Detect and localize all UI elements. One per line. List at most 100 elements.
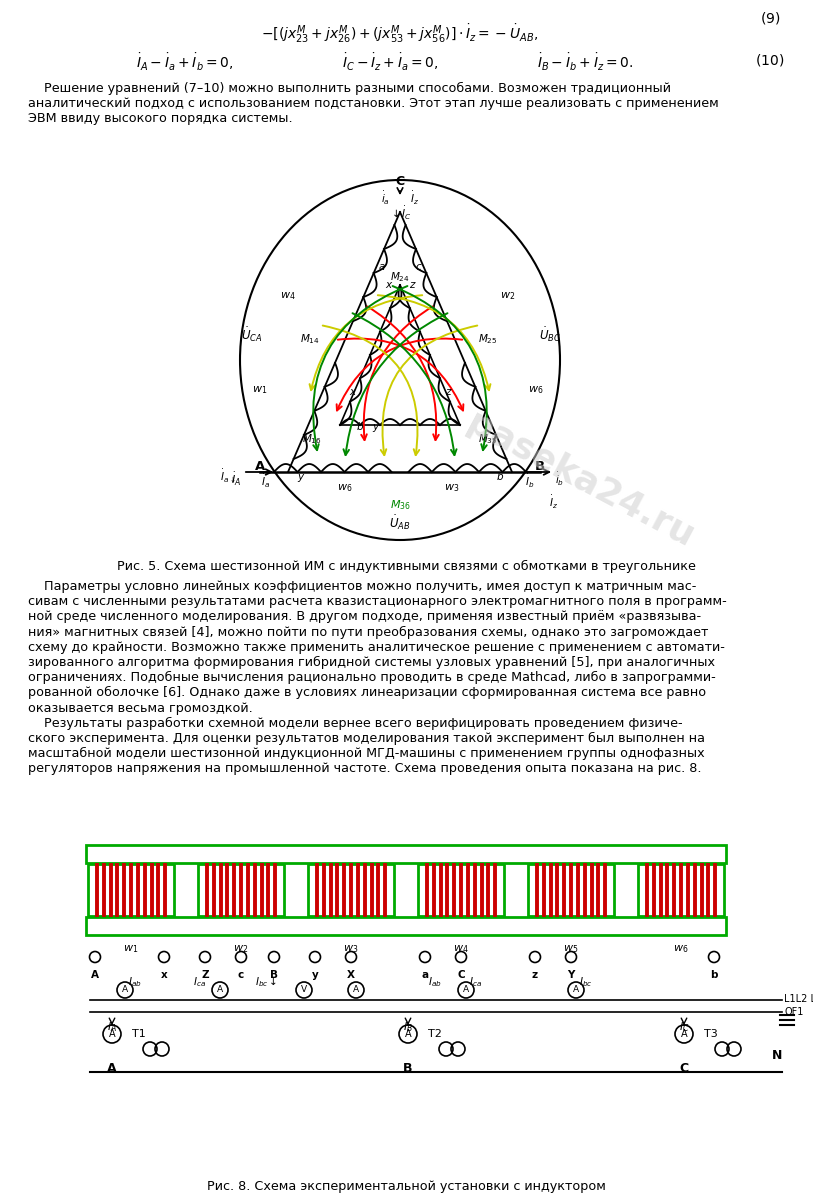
Text: N: N xyxy=(772,1049,782,1062)
Text: C: C xyxy=(395,175,405,188)
Text: A: A xyxy=(680,1028,687,1039)
Text: C: C xyxy=(680,1062,689,1075)
Text: Результаты разработки схемной модели вернее всего верифицировать проведением физ: Результаты разработки схемной модели вер… xyxy=(28,716,683,730)
Text: $I_{ca}$: $I_{ca}$ xyxy=(193,974,207,989)
Text: C: C xyxy=(457,970,465,980)
Text: $\dot{I}_{a\downarrow}$: $\dot{I}_{a\downarrow}$ xyxy=(220,468,236,484)
Text: аналитический подход с использованием подстановки. Этот этап лучше реализовать с: аналитический подход с использованием по… xyxy=(28,97,719,110)
Text: $I_{ab}$: $I_{ab}$ xyxy=(128,974,142,989)
Text: $\dot{I}_B-\dot{I}_b+\dot{I}_z=0.$: $\dot{I}_B-\dot{I}_b+\dot{I}_z=0.$ xyxy=(537,52,633,73)
Text: c: c xyxy=(238,970,244,980)
Text: A: A xyxy=(217,985,223,995)
Bar xyxy=(638,864,724,916)
Text: $(9)$: $(9)$ xyxy=(760,10,780,26)
Text: A: A xyxy=(91,970,99,980)
Text: $M_{35}$: $M_{35}$ xyxy=(478,432,498,445)
Text: $I_{bc}\downarrow$: $I_{bc}\downarrow$ xyxy=(254,974,277,989)
Text: A: A xyxy=(122,985,128,995)
Text: T1: T1 xyxy=(132,1028,146,1039)
Text: $\dot{I}_C-\dot{I}_z+\dot{I}_a=0,$: $\dot{I}_C-\dot{I}_z+\dot{I}_a=0,$ xyxy=(341,52,438,73)
Text: $w_6$: $w_6$ xyxy=(528,384,544,396)
Text: L1L2 L3: L1L2 L3 xyxy=(784,994,813,1004)
Text: x: x xyxy=(349,386,355,397)
Text: z: z xyxy=(409,280,415,290)
Text: Y: Y xyxy=(567,970,575,980)
Text: a: a xyxy=(421,970,428,980)
Text: $I_{ab}$: $I_{ab}$ xyxy=(428,974,442,989)
Text: $M_{16}$: $M_{16}$ xyxy=(302,432,322,445)
Bar xyxy=(308,864,394,916)
Text: $\dot{i}_a$: $\dot{i}_a$ xyxy=(381,190,390,206)
Text: B: B xyxy=(535,460,545,473)
Text: A: A xyxy=(573,985,579,995)
Text: регуляторов напряжения на промышленной частоте. Схема проведения опыта показана : регуляторов напряжения на промышленной ч… xyxy=(28,762,702,775)
Text: $\dot{i}_b$: $\dot{i}_b$ xyxy=(555,470,564,487)
Text: ограничениях. Подобные вычисления рационально проводить в среде Mathcad, либо в : ограничениях. Подобные вычисления рацион… xyxy=(28,671,715,684)
Text: z: z xyxy=(532,970,538,980)
Text: $\dot{I}_A$: $\dot{I}_A$ xyxy=(231,470,241,487)
Text: $I_{bc}$: $I_{bc}$ xyxy=(579,974,593,989)
Text: B: B xyxy=(403,1062,413,1075)
Text: $w_5$: $w_5$ xyxy=(563,943,579,955)
Text: z: z xyxy=(446,386,450,397)
Text: Параметры условно линейных коэффициентов можно получить, имея доступ к матричным: Параметры условно линейных коэффициентов… xyxy=(28,580,697,593)
Text: A: A xyxy=(405,1028,411,1039)
Text: Z: Z xyxy=(201,970,209,980)
Text: схему до крайности. Возможно также применить аналитическое решение с применением: схему до крайности. Возможно также приме… xyxy=(28,641,725,654)
Text: $\dot{I}_a$: $\dot{I}_a$ xyxy=(262,473,271,490)
Text: $I_{ca}$: $I_{ca}$ xyxy=(469,974,482,989)
Text: $(10)$: $(10)$ xyxy=(755,52,785,68)
Text: A: A xyxy=(463,985,469,995)
Text: paseka24.ru: paseka24.ru xyxy=(461,406,699,554)
Text: X: X xyxy=(347,970,355,980)
Text: $\dot{U}_{AB}$: $\dot{U}_{AB}$ xyxy=(389,514,411,532)
Text: $M_{25}$: $M_{25}$ xyxy=(478,332,498,346)
Text: B: B xyxy=(270,970,278,980)
Text: $M_{24}$: $M_{24}$ xyxy=(390,270,410,283)
Text: масштабной модели шестизонной индукционной МГД-машины с применением группы одноф: масштабной модели шестизонной индукционн… xyxy=(28,748,705,761)
Text: T3: T3 xyxy=(704,1028,718,1039)
Text: $w_2$: $w_2$ xyxy=(233,943,249,955)
Text: $I_{C}$: $I_{C}$ xyxy=(679,1020,689,1033)
Text: b: b xyxy=(711,970,718,980)
Text: $\dot{I}_z$: $\dot{I}_z$ xyxy=(410,190,420,206)
Text: A: A xyxy=(353,985,359,995)
Text: $w_6$: $w_6$ xyxy=(337,482,353,494)
Text: $\dot{I}_A-\dot{I}_a+\dot{I}_b=0,$: $\dot{I}_A-\dot{I}_a+\dot{I}_b=0,$ xyxy=(137,52,234,73)
Text: сивам с численными результатами расчета квазистационарного электромагнитного пол: сивам с численными результатами расчета … xyxy=(28,595,727,608)
Text: $\dot{I}_b$: $\dot{I}_b$ xyxy=(525,473,535,490)
Bar xyxy=(86,917,726,935)
Text: x: x xyxy=(161,970,167,980)
Text: $I_{B}$: $I_{B}$ xyxy=(403,1020,413,1033)
Text: $w_1$: $w_1$ xyxy=(124,943,139,955)
Text: зированного алгоритма формирования гибридной системы узловых уравнений [5], при : зированного алгоритма формирования гибри… xyxy=(28,656,715,670)
Text: $w_4$: $w_4$ xyxy=(453,943,469,955)
Text: Рис. 5. Схема шестизонной ИМ с индуктивными связями с обмотками в треугольнике: Рис. 5. Схема шестизонной ИМ с индуктивн… xyxy=(116,560,695,574)
Bar xyxy=(86,845,726,863)
Text: $w_6$: $w_6$ xyxy=(673,943,689,955)
Text: $M_{36}$: $M_{36}$ xyxy=(389,498,411,511)
Text: ЭВМ ввиду высокого порядка системы.: ЭВМ ввиду высокого порядка системы. xyxy=(28,112,293,125)
Text: b: b xyxy=(497,472,503,482)
Text: ния» магнитных связей [4], можно пойти по пути преобразования схемы, однако это : ния» магнитных связей [4], можно пойти п… xyxy=(28,625,708,638)
Text: $I_{A}$: $I_{A}$ xyxy=(107,1020,117,1033)
Text: A: A xyxy=(107,1062,117,1075)
Text: $w_4$: $w_4$ xyxy=(280,290,296,301)
Text: Рис. 8. Схема экспериментальной установки с индуктором: Рис. 8. Схема экспериментальной установк… xyxy=(207,1180,606,1193)
Text: ной среде численного моделирования. В другом подходе, применяя известный приём «: ной среде численного моделирования. В др… xyxy=(28,611,701,624)
Text: ского эксперимента. Для оценки результатов моделирования такой эксперимент был в: ского эксперимента. Для оценки результат… xyxy=(28,732,705,745)
Text: $M_{14}$: $M_{14}$ xyxy=(300,332,320,346)
Text: $\dot{U}_{CA}$: $\dot{U}_{CA}$ xyxy=(241,325,263,344)
Text: $w_1$: $w_1$ xyxy=(252,384,267,396)
Text: $w_2$: $w_2$ xyxy=(500,290,515,301)
Text: V: V xyxy=(301,985,307,995)
Text: Решение уравнений (7–10) можно выполнить разными способами. Возможен традиционны: Решение уравнений (7–10) можно выполнить… xyxy=(28,82,671,95)
Text: y: y xyxy=(297,472,303,482)
Text: x: x xyxy=(385,280,391,290)
Text: A: A xyxy=(109,1028,115,1039)
Bar xyxy=(528,864,614,916)
Text: $\dot{I}_z$: $\dot{I}_z$ xyxy=(550,493,559,511)
Text: c: c xyxy=(415,262,421,272)
Text: a: a xyxy=(379,262,385,272)
Text: $w_3$: $w_3$ xyxy=(343,943,359,955)
